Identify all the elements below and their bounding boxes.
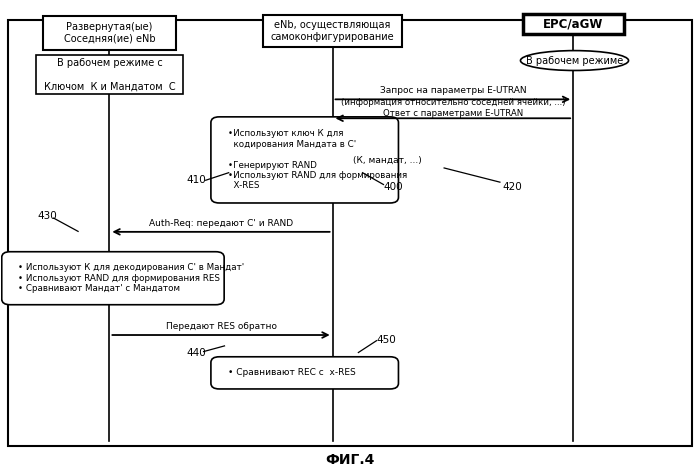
- Text: 410: 410: [186, 175, 206, 185]
- Text: eNb, осуществляющая
самоконфигурирование: eNb, осуществляющая самоконфигурирование: [271, 20, 394, 41]
- Text: Auth-Req: передают С' и RAND: Auth-Req: передают С' и RAND: [149, 219, 293, 228]
- Text: • Используют К для декодирования С' в Мандат'
• Используют RAND для формирования: • Используют К для декодирования С' в Ма…: [18, 263, 245, 293]
- Text: (К, мандат, ...): (К, мандат, ...): [354, 156, 422, 165]
- Text: Запрос на параметры E-UTRAN: Запрос на параметры E-UTRAN: [379, 86, 526, 95]
- FancyBboxPatch shape: [1, 252, 224, 305]
- Text: 440: 440: [186, 347, 206, 357]
- Text: 420: 420: [502, 182, 522, 192]
- Ellipse shape: [521, 50, 629, 70]
- Text: EPC/aGW: EPC/aGW: [543, 18, 603, 30]
- Text: В рабочем режиме: В рабочем режиме: [526, 56, 623, 66]
- Text: Развернутая(ые)
Соседняя(ие) eNb: Развернутая(ые) Соседняя(ие) eNb: [64, 22, 155, 43]
- FancyBboxPatch shape: [211, 357, 398, 389]
- Text: • Сравнивают REC с  x-RES: • Сравнивают REC с x-RES: [228, 368, 356, 377]
- Text: 450: 450: [377, 335, 396, 345]
- FancyBboxPatch shape: [43, 16, 176, 50]
- Text: 400: 400: [384, 182, 403, 192]
- Text: (информация относительно соседней ячейки, ...)
Ответ с параметрами E-UTRAN: (информация относительно соседней ячейки…: [341, 98, 565, 118]
- FancyBboxPatch shape: [211, 117, 398, 203]
- Text: Передают RES обратно: Передают RES обратно: [165, 322, 276, 331]
- Text: ФИГ.4: ФИГ.4: [326, 453, 374, 467]
- Text: В рабочем режиме с

Ключом  К и Мандатом  С: В рабочем режиме с Ключом К и Мандатом С: [43, 58, 175, 91]
- FancyBboxPatch shape: [262, 15, 402, 47]
- FancyBboxPatch shape: [523, 14, 624, 34]
- FancyBboxPatch shape: [36, 55, 183, 94]
- Text: 430: 430: [38, 211, 57, 221]
- Text: •Используют ключ К для
  кодирования Мандата в С'

•Генерируют RAND
•Используют : •Используют ключ К для кодирования Манда…: [228, 129, 407, 190]
- FancyBboxPatch shape: [8, 20, 692, 446]
